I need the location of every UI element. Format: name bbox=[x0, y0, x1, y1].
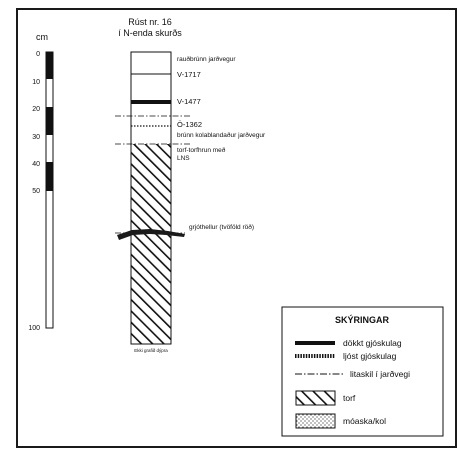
legend-soil-boundary-label: litaskil í jarðvegi bbox=[350, 369, 410, 379]
scale-tick-30: 30 bbox=[32, 134, 40, 141]
stone-slabs-shape bbox=[117, 229, 185, 240]
label-lns: LNS bbox=[177, 155, 190, 162]
scale-tick-0: 0 bbox=[36, 51, 40, 58]
legend-ash-charcoal-label: móaska/kol bbox=[343, 416, 386, 426]
label-stone-slabs: grjóthellur (tvöföld röð) bbox=[189, 223, 254, 231]
label-v1477: V-1477 bbox=[177, 97, 201, 106]
tephra-v1477-band bbox=[131, 100, 171, 104]
legend-light-tephra-label: ljóst gjóskulag bbox=[343, 351, 397, 361]
legend-title: SKÝRINGAR bbox=[335, 314, 390, 325]
legend-dark-tephra-label: dökkt gjóskulag bbox=[343, 338, 402, 348]
scale-tick-50: 50 bbox=[32, 188, 40, 195]
label-o1362: Ö-1362 bbox=[177, 120, 202, 129]
turf-layer bbox=[131, 144, 171, 344]
label-v1717: V-1717 bbox=[177, 70, 201, 79]
diagram-title: Rúst nr. 16 bbox=[128, 17, 172, 27]
legend-turf-label: torf bbox=[343, 393, 356, 403]
scale-bar-block-1 bbox=[46, 52, 53, 79]
scale-bar-block-2 bbox=[46, 107, 53, 135]
label-brown-charcoal-soil: brúnn kolablandaður jarðvegur bbox=[177, 131, 266, 139]
section-column bbox=[115, 51, 190, 345]
column-outline bbox=[130, 51, 172, 345]
scale-tick-100: 100 bbox=[28, 325, 40, 332]
depth-scale: cm 0 10 20 30 40 50 100 bbox=[28, 32, 54, 332]
scale-tick-20: 20 bbox=[32, 106, 40, 113]
scale-bar-block-3 bbox=[46, 162, 53, 191]
legend-box: SKÝRINGAR dökkt gjóskulag ljóst gjóskula… bbox=[281, 306, 444, 437]
upper-soil-layers bbox=[131, 52, 171, 144]
legend-dark-tephra-symbol bbox=[295, 341, 335, 345]
scale-unit: cm bbox=[36, 32, 48, 42]
label-red-brown-soil: rauðbrúnn jarðvegur bbox=[177, 55, 236, 63]
diagram-subtitle: í N-enda skurðs bbox=[118, 28, 182, 38]
label-turf-collapse: torf-torfhrun með bbox=[177, 146, 226, 154]
legend-ash-charcoal-symbol bbox=[295, 413, 336, 429]
label-not-dug-deeper: Ekki grafið dýpra bbox=[134, 347, 168, 353]
scale-tick-10: 10 bbox=[32, 79, 40, 86]
legend-turf-symbol bbox=[295, 390, 336, 406]
figure-frame bbox=[16, 8, 457, 448]
scale-tick-40: 40 bbox=[32, 161, 40, 168]
